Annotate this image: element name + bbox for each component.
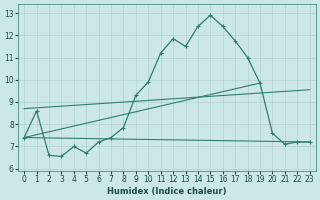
X-axis label: Humidex (Indice chaleur): Humidex (Indice chaleur) — [107, 187, 227, 196]
